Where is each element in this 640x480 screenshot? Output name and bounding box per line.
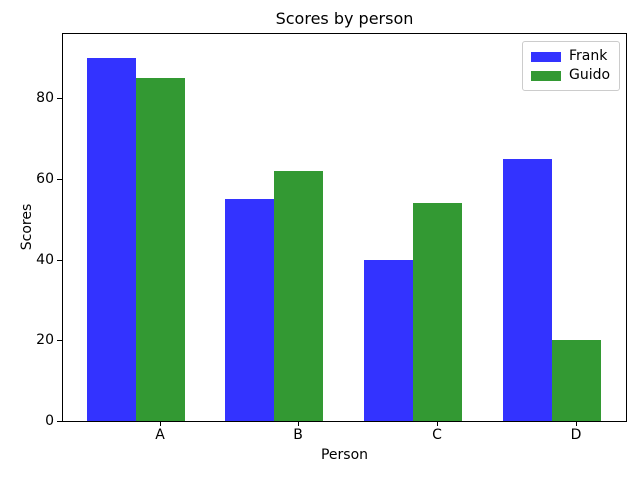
y-tick-mark-40: [57, 260, 62, 261]
x-tick-mark-D: [576, 422, 577, 426]
bar-frank-C: [364, 260, 413, 421]
x-tick-mark-C: [437, 422, 438, 426]
chart-title: Scores by person: [275, 9, 414, 28]
bar-guido-D: [552, 340, 601, 421]
legend-item-guido: Guido: [531, 66, 611, 85]
y-tick-label-20: 20: [36, 332, 54, 348]
y-tick-label-60: 60: [36, 171, 54, 187]
bar-guido-C: [413, 203, 462, 421]
x-axis-label: Person: [320, 447, 369, 463]
y-tick-mark-80: [57, 98, 62, 99]
x-tick-mark-A: [160, 422, 161, 426]
legend-item-frank: Frank: [531, 47, 611, 66]
legend-label-guido: Guido: [569, 67, 611, 83]
bar-guido-A: [136, 78, 185, 421]
plot-area: [62, 33, 627, 422]
y-axis-label: Scores: [19, 203, 35, 251]
y-tick-mark-20: [57, 340, 62, 341]
legend-swatch-frank: [531, 51, 561, 62]
y-tick-label-80: 80: [36, 90, 54, 106]
x-tick-label-B: B: [293, 427, 303, 443]
bar-frank-A: [87, 58, 136, 421]
y-tick-label-40: 40: [36, 252, 54, 268]
legend-swatch-guido: [531, 70, 561, 81]
x-tick-label-C: C: [432, 427, 442, 443]
y-tick-label-0: 0: [45, 413, 54, 429]
y-tick-mark-60: [57, 179, 62, 180]
x-tick-label-A: A: [155, 427, 165, 443]
bar-frank-B: [225, 199, 274, 421]
y-tick-mark-0: [57, 421, 62, 422]
bar-guido-B: [274, 171, 323, 421]
legend-label-frank: Frank: [569, 48, 608, 64]
bar-frank-D: [503, 159, 552, 421]
x-tick-mark-B: [298, 422, 299, 426]
x-tick-label-D: D: [570, 427, 582, 443]
legend: Frank Guido: [522, 41, 620, 91]
